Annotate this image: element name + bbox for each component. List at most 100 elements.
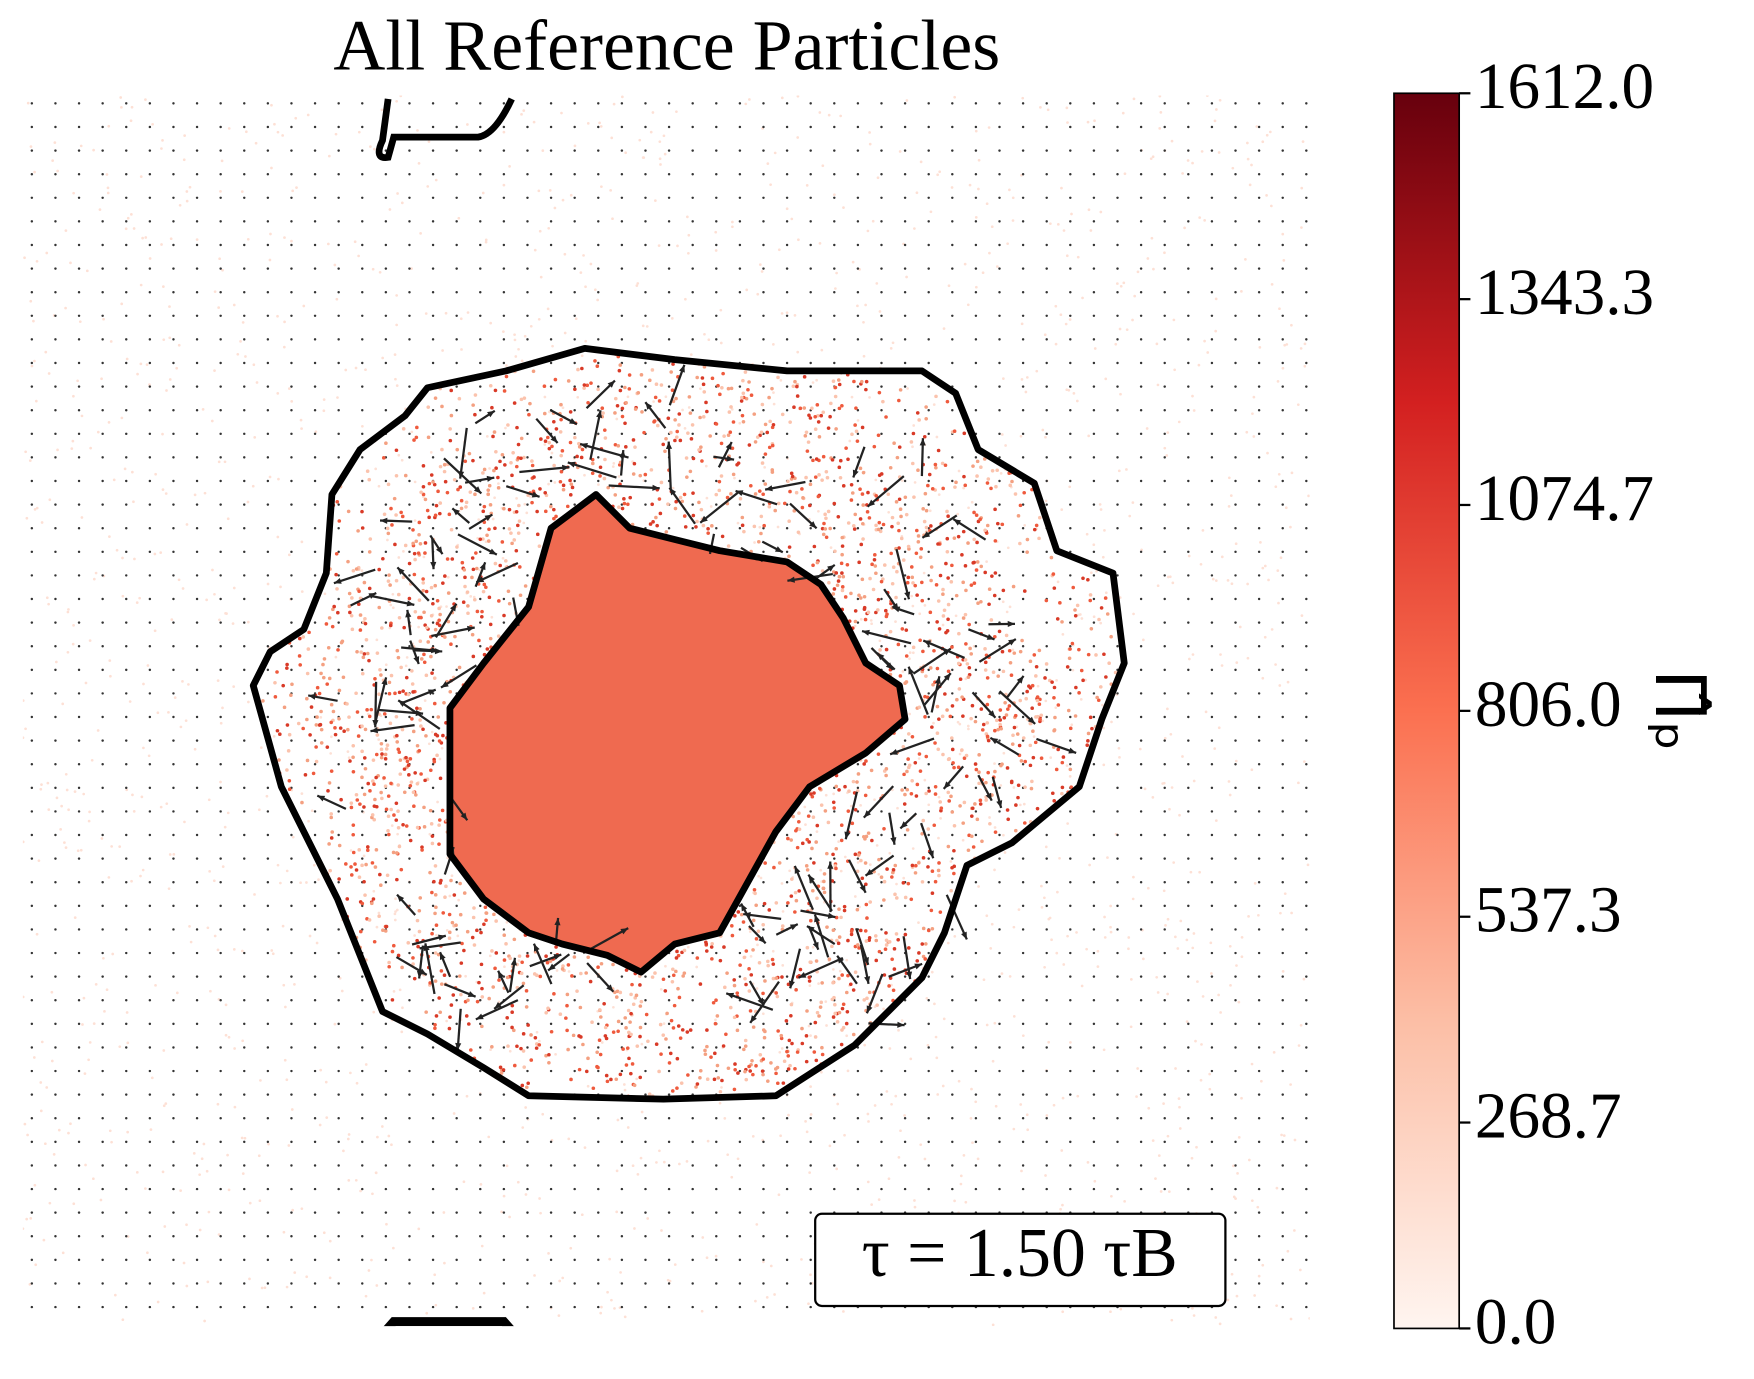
background-particle [201,408,205,411]
background-particle [817,982,820,986]
lattice-point [148,668,152,672]
lattice-point [762,1211,765,1214]
lattice-point [809,1164,812,1167]
lattice-point [30,172,34,176]
background-particle [695,965,699,969]
lattice-point [738,1164,742,1167]
lattice-point [266,715,270,719]
lattice-point [455,904,458,908]
lattice-point [715,125,718,129]
background-particle [370,1258,373,1262]
lattice-point [290,1093,293,1096]
particle [927,472,932,477]
particle [362,652,367,656]
background-particle [333,1022,337,1026]
lattice-point [337,1235,340,1238]
lattice-point [715,975,718,978]
background-particle [187,683,190,686]
lattice-point [408,999,411,1002]
lattice-point [195,267,199,270]
lattice-point [54,644,57,648]
lattice-point [1116,904,1119,908]
background-particle [1185,1020,1189,1023]
particle [965,662,970,666]
background-particle [188,925,191,928]
background-particle [354,366,358,370]
lattice-point [526,503,529,506]
lattice-point [172,1211,175,1214]
lattice-point [738,408,742,412]
lattice-point [1305,1022,1308,1026]
lattice-point [313,503,317,506]
background-particle [107,420,111,424]
background-particle [395,908,399,912]
lattice-point [77,1211,81,1214]
lattice-point [998,290,1001,294]
lattice-point [337,314,340,318]
background-particle [1248,1158,1251,1162]
background-particle [1158,127,1162,130]
background-particle [1203,339,1206,343]
background-particle [340,989,344,993]
lattice-point [243,408,246,412]
lattice-point [856,102,860,105]
lattice-point [1021,196,1025,200]
background-particle [809,1113,813,1116]
background-particle [388,626,392,630]
background-particle [1230,582,1234,586]
particle [409,780,414,784]
background-particle [305,881,308,884]
lattice-point [384,1164,388,1167]
background-particle [787,1113,790,1117]
lattice-point [219,1117,222,1120]
background-particle [839,869,843,873]
lattice-point [951,1069,954,1073]
lattice-point [691,999,694,1002]
background-particle [287,553,291,557]
lattice-point [951,172,954,176]
background-particle [132,810,136,813]
background-particle [110,845,113,848]
particle [417,598,422,602]
background-particle [1240,1096,1243,1100]
lattice-point [1210,125,1214,129]
lattice-point [903,1140,907,1144]
background-particle [500,1210,503,1214]
lattice-point [266,1046,270,1049]
lattice-point [408,1117,411,1120]
background-particle [132,227,136,230]
background-particle [67,1131,70,1135]
lattice-point [431,102,435,105]
background-particle [1250,768,1254,772]
background-particle [315,941,319,945]
lattice-point [927,597,930,601]
lattice-point [361,314,364,318]
lattice-point [880,125,883,129]
background-particle [1156,991,1160,994]
background-particle [334,655,338,659]
lattice-point [785,857,789,860]
lattice-point [77,1305,81,1309]
background-particle [1056,222,1060,226]
background-particle [241,1172,245,1175]
background-particle [911,651,915,655]
lattice-point [1092,172,1096,176]
particle [421,727,425,732]
lattice-point [1092,267,1096,270]
lattice-point [620,975,624,978]
lattice-point [597,1046,600,1049]
lattice-point [266,1282,270,1285]
lattice-point [620,338,624,341]
background-particle [868,142,872,146]
lattice-point [1139,1140,1143,1144]
particle [897,528,901,533]
lattice-point [738,220,742,223]
lattice-point [573,196,576,200]
background-particle [1000,433,1004,436]
background-particle [123,467,127,471]
lattice-point [195,904,199,908]
lattice-point [101,1093,104,1096]
lattice-point [809,149,812,152]
lattice-point [384,1117,388,1120]
background-particle [1049,222,1052,226]
